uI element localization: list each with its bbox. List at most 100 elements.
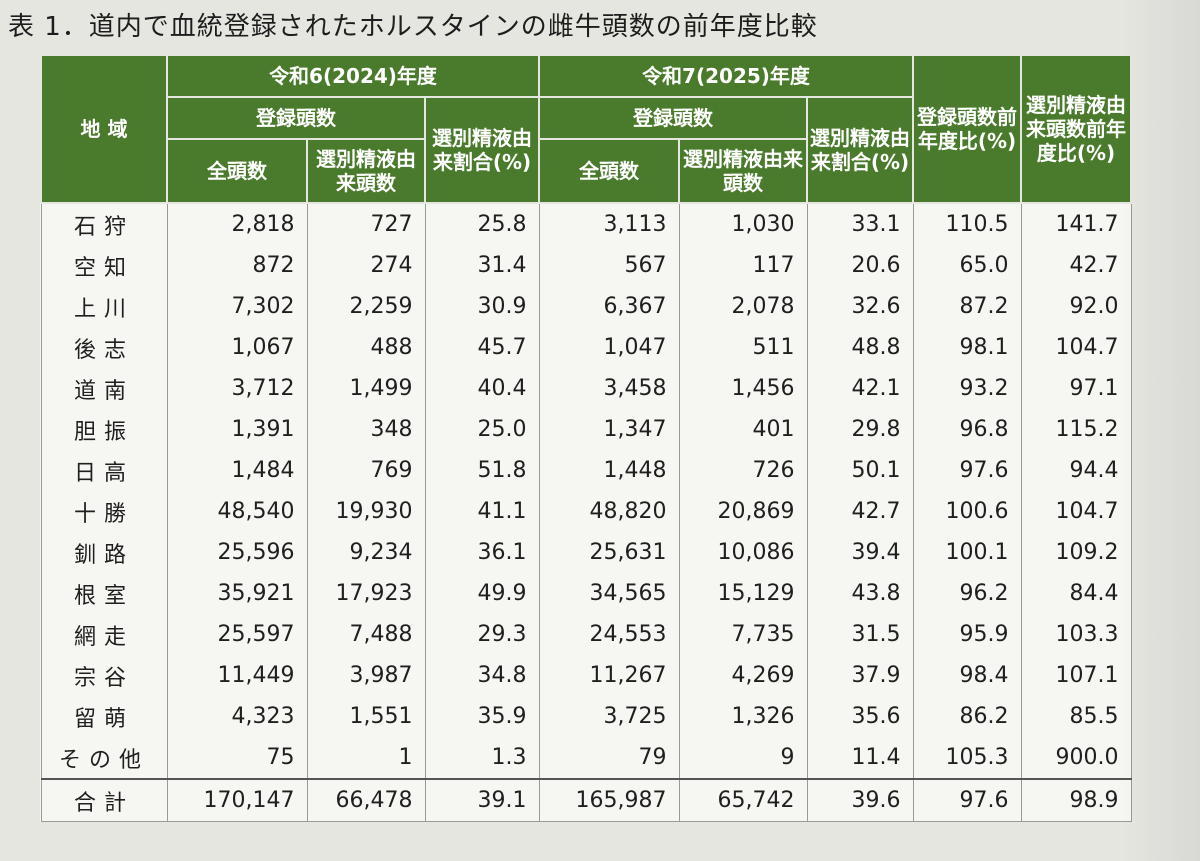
cell-sexed-yoy: 85.5: [1020, 696, 1132, 737]
cell-total-2025: 34,565: [538, 573, 680, 614]
cell-ratio-2024: 29.3: [424, 614, 540, 655]
cell-total-2025: 3,113: [538, 203, 680, 245]
cell-sexed-yoy: 103.3: [1020, 614, 1132, 655]
cell-sexed-yoy: 141.7: [1020, 203, 1132, 245]
cell-sexed-2024: 348: [306, 409, 426, 450]
cell-ratio-2024: 30.9: [424, 286, 540, 327]
table-row: 宗谷 11,449 3,987 34.8 11,267 4,269 37.9 98.4 107.…: [40, 655, 1132, 696]
cell-sexed-2024: 1: [306, 737, 426, 780]
cell-total-2025: 79: [538, 737, 680, 780]
cell-total-2024: 7,302: [166, 286, 308, 327]
table-body: 石狩 2,818 727 25.8 3,113 1,030 33.1 110.5 141.7 空知…: [40, 203, 1132, 822]
cell-region: 合計: [40, 778, 168, 822]
cell-ratio-2025: 32.6: [806, 286, 914, 327]
cell-sexed-yoy: 92.0: [1020, 286, 1132, 327]
cell-registration-yoy: 96.8: [912, 409, 1022, 450]
cell-total-2025: 1,047: [538, 327, 680, 368]
cell-registration-yoy: 97.6: [912, 450, 1022, 491]
cell-sexed-2025: 20,869: [678, 491, 808, 532]
cell-sexed-yoy: 115.2: [1020, 409, 1132, 450]
cell-sexed-yoy: 42.7: [1020, 245, 1132, 286]
table-row: 留萌 4,323 1,551 35.9 3,725 1,326 35.6 86.2 85.5: [40, 696, 1132, 737]
table-row: その他 75 1 1.3 79 9 11.4 105.3 900.0: [40, 737, 1132, 780]
cell-total-2024: 25,597: [166, 614, 308, 655]
cell-total-2024: 2,818: [166, 203, 308, 245]
cell-total-2025: 1,347: [538, 409, 680, 450]
cell-sexed-2025: 15,129: [678, 573, 808, 614]
cell-sexed-2025: 1,456: [678, 368, 808, 409]
table-row: 空知 872 274 31.4 567 117 20.6 65.0 42.7: [40, 245, 1132, 286]
table-row: 網走 25,597 7,488 29.3 24,553 7,735 31.5 95.9 103.…: [40, 614, 1132, 655]
table-row: 十勝 48,540 19,930 41.1 48,820 20,869 42.7 100.6 1…: [40, 491, 1132, 532]
header-year-2025: 令和7(2025)年度: [538, 54, 914, 98]
cell-region: 後志: [40, 327, 168, 368]
header-registered-2024: 登録頭数: [166, 96, 426, 140]
cell-registration-yoy: 97.6: [912, 778, 1022, 822]
cell-ratio-2025: 50.1: [806, 450, 914, 491]
cell-sexed-2024: 3,987: [306, 655, 426, 696]
cell-total-2024: 35,921: [166, 573, 308, 614]
table-title: 表 1．道内で血統登録されたホルスタインの雌牛頭数の前年度比較: [8, 12, 818, 42]
cell-ratio-2025: 43.8: [806, 573, 914, 614]
cell-sexed-2024: 1,551: [306, 696, 426, 737]
cell-sexed-2024: 274: [306, 245, 426, 286]
cell-sexed-yoy: 84.4: [1020, 573, 1132, 614]
cell-region: 釧路: [40, 532, 168, 573]
cell-ratio-2024: 49.9: [424, 573, 540, 614]
cell-region: 日高: [40, 450, 168, 491]
cell-region: 網走: [40, 614, 168, 655]
cell-sexed-2024: 488: [306, 327, 426, 368]
cell-region: 胆振: [40, 409, 168, 450]
cell-total-2025: 24,553: [538, 614, 680, 655]
cell-total-2024: 75: [166, 737, 308, 780]
cell-total-2024: 4,323: [166, 696, 308, 737]
cell-registration-yoy: 87.2: [912, 286, 1022, 327]
cell-sexed-2025: 511: [678, 327, 808, 368]
cell-total-2024: 872: [166, 245, 308, 286]
table-row: 日高 1,484 769 51.8 1,448 726 50.1 97.6 94.4: [40, 450, 1132, 491]
cell-ratio-2025: 11.4: [806, 737, 914, 780]
cell-sexed-2025: 9: [678, 737, 808, 780]
cell-total-2024: 11,449: [166, 655, 308, 696]
cell-sexed-2025: 1,326: [678, 696, 808, 737]
cell-region: 宗谷: [40, 655, 168, 696]
cell-sexed-2024: 727: [306, 203, 426, 245]
table-row: 石狩 2,818 727 25.8 3,113 1,030 33.1 110.5 141.7: [40, 203, 1132, 245]
table-row: 胆振 1,391 348 25.0 1,347 401 29.8 96.8 115.2: [40, 409, 1132, 450]
cell-region: その他: [40, 737, 168, 780]
cell-total-2024: 1,067: [166, 327, 308, 368]
cell-ratio-2024: 40.4: [424, 368, 540, 409]
comparison-table: 地 域 令和6(2024)年度 令和7(2025)年度 登録頭数前年度比(%) …: [40, 54, 1132, 822]
cell-ratio-2025: 39.4: [806, 532, 914, 573]
header-year-2024: 令和6(2024)年度: [166, 54, 540, 98]
cell-sexed-2024: 9,234: [306, 532, 426, 573]
table-row: 道南 3,712 1,499 40.4 3,458 1,456 42.1 93.2 97.1: [40, 368, 1132, 409]
cell-registration-yoy: 100.6: [912, 491, 1022, 532]
cell-registration-yoy: 105.3: [912, 737, 1022, 780]
cell-registration-yoy: 98.1: [912, 327, 1022, 368]
cell-total-2025: 165,987: [538, 778, 680, 822]
cell-total-2025: 3,458: [538, 368, 680, 409]
cell-ratio-2025: 48.8: [806, 327, 914, 368]
cell-sexed-yoy: 94.4: [1020, 450, 1132, 491]
cell-sexed-2025: 1,030: [678, 203, 808, 245]
cell-ratio-2025: 29.8: [806, 409, 914, 450]
cell-registration-yoy: 110.5: [912, 203, 1022, 245]
header-sexed-ratio-2025: 選別精液由来割合(%): [806, 96, 914, 204]
cell-sexed-yoy: 97.1: [1020, 368, 1132, 409]
cell-ratio-2025: 39.6: [806, 778, 914, 822]
cell-region: 空知: [40, 245, 168, 286]
cell-ratio-2025: 35.6: [806, 696, 914, 737]
cell-region: 十勝: [40, 491, 168, 532]
cell-sexed-yoy: 104.7: [1020, 491, 1132, 532]
table-row: 後志 1,067 488 45.7 1,047 511 48.8 98.1 104.7: [40, 327, 1132, 368]
cell-sexed-yoy: 98.9: [1020, 778, 1132, 822]
cell-ratio-2025: 42.7: [806, 491, 914, 532]
cell-registration-yoy: 86.2: [912, 696, 1022, 737]
cell-total-2024: 3,712: [166, 368, 308, 409]
cell-sexed-yoy: 109.2: [1020, 532, 1132, 573]
page-shadow: [1120, 0, 1200, 861]
cell-sexed-2025: 4,269: [678, 655, 808, 696]
table-row: 上川 7,302 2,259 30.9 6,367 2,078 32.6 87.2 92.0: [40, 286, 1132, 327]
cell-sexed-yoy: 104.7: [1020, 327, 1132, 368]
